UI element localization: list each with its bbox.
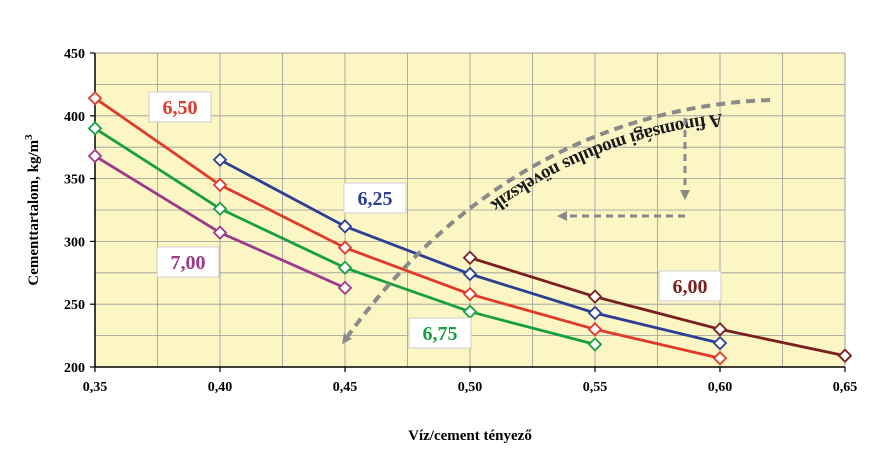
y-axis-title-group: Cementtartalom, kg/m3 <box>23 134 42 286</box>
annotation-arc-arrow <box>342 98 771 345</box>
series-label-3: 6,25 <box>358 188 393 210</box>
series-line-4 <box>469 256 846 358</box>
series-label-4: 6,00 <box>673 276 708 298</box>
series-label-2: 7,00 <box>171 252 206 274</box>
series-marker-3 <box>587 305 603 321</box>
series-marker-1 <box>87 121 103 136</box>
series-marker-0 <box>87 90 103 106</box>
series-marker-3 <box>212 152 228 168</box>
series-label-box-0 <box>148 91 212 123</box>
series-marker-4 <box>587 289 603 304</box>
series-label-box-4 <box>658 270 722 302</box>
series-marker-1 <box>212 201 228 217</box>
series-marker-1 <box>587 337 603 352</box>
series-line-0 <box>94 97 721 360</box>
series-label-box-2 <box>156 246 220 278</box>
series-label-box-1 <box>408 317 472 349</box>
y-tick-label: 300 <box>64 235 85 250</box>
y-tick-label: 450 <box>64 47 85 62</box>
y-tick-label: 350 <box>64 173 85 188</box>
series-marker-2 <box>337 280 353 296</box>
series-marker-0 <box>462 286 478 302</box>
series-label-0: 6,50 <box>163 97 198 119</box>
markers-layer <box>87 90 853 366</box>
y-tick-label: 250 <box>64 298 85 313</box>
y-tick-label: 400 <box>64 110 85 125</box>
series-label-box-3 <box>343 182 407 214</box>
series-labels: 6,50 6,75 7,00 6,25 6,00 <box>148 91 722 349</box>
y-tick-label: 200 <box>64 361 85 376</box>
series-marker-4 <box>462 250 478 266</box>
series-marker-0 <box>212 177 228 193</box>
x-tick-label: 0,60 <box>708 380 733 395</box>
series-marker-0 <box>337 240 353 255</box>
x-tick-label: 0,65 <box>833 380 858 395</box>
series-marker-3 <box>337 219 353 234</box>
series-marker-3 <box>712 335 728 351</box>
x-tick-label: 0,55 <box>583 380 608 395</box>
series-label-1: 6,75 <box>423 323 458 345</box>
x-tick-label: 0,35 <box>83 380 108 395</box>
series-marker-1 <box>337 260 353 276</box>
series-marker-3 <box>462 266 478 282</box>
series-marker-0 <box>712 350 728 366</box>
x-tick-label: 0,50 <box>458 380 483 395</box>
y-axis-title-superscript: 3 <box>23 134 35 140</box>
series-marker-2 <box>87 148 103 164</box>
x-tick-label: 0,45 <box>333 380 358 395</box>
x-axis-title: Víz/cement tényező <box>408 428 532 444</box>
y-axis-title-main: Cementtartalom, kg/m <box>26 139 42 285</box>
x-tick-label: 0,40 <box>208 380 233 395</box>
series-marker-0 <box>587 322 603 337</box>
y-axis-title: Cementtartalom, kg/m3 <box>23 134 42 286</box>
tick-labels: 0,35 0,40 0,45 0,50 0,55 0,60 0,65 200 250 300 350… <box>64 47 857 395</box>
series-marker-4 <box>837 348 853 363</box>
series-marker-4 <box>712 322 728 337</box>
series-marker-2 <box>212 225 228 240</box>
